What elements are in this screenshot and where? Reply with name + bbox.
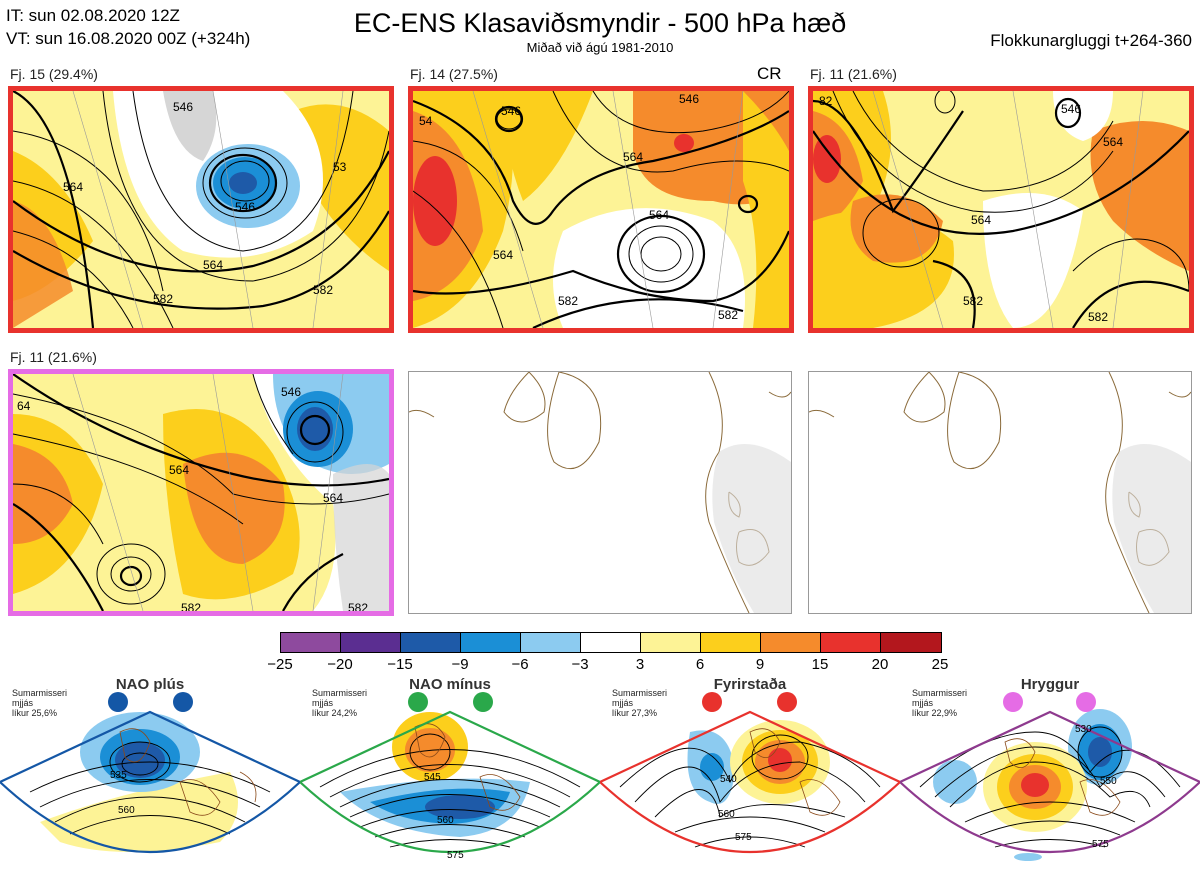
contour-label: 64 [17,399,31,413]
contour-label: 582 [153,292,173,306]
contour-label: 575 [447,850,464,861]
contour-label: 545 [424,772,441,783]
contour-label: 582 [1088,310,1108,324]
regime-indicator-dot [1003,692,1023,712]
page-subtitle: Miðað við ágú 1981-2010 [526,40,674,55]
contour-label: 54 [419,114,433,128]
colorbar-tick: −9 [451,656,469,673]
contour-label: 53 [333,160,347,174]
contour-label: 560 [118,805,135,816]
colorbar-tick: −6 [511,656,529,673]
contour-label: 530 [1075,724,1092,735]
regime-blocking[interactable]: 540 560 575 Fyrirstaða Sumarmisseri mjjás… [600,672,900,871]
contour-label: 564 [169,463,189,477]
contour-label: 546 [281,385,301,399]
contour-label: 546 [1061,102,1081,116]
colorbar-swatch [581,633,641,652]
cluster-map-6-empty [808,371,1192,614]
regime-description: Sumarmisseri mjjás líkur 24,2% [312,688,368,718]
init-time-label: IT: sun 02.08.2020 12Z [6,6,180,25]
regime-name: Fyrirstaða [713,676,787,693]
contour-label: 564 [493,248,513,262]
contour-label: 546 [235,200,255,214]
classification-window-label: Flokkunargluggi t+264-360 [990,31,1192,50]
regime-indicator-dot [408,692,428,712]
contour-label: 582 [313,283,333,297]
contour-label: 550 [1100,776,1117,787]
colorbar-swatch [821,633,881,652]
contour-label: 564 [971,213,991,227]
contour-label: 564 [63,180,83,194]
valid-time-label: VT: sun 16.08.2020 00Z (+324h) [6,29,251,48]
contour-label: 564 [623,150,643,164]
regime-name: NAO mínus [409,676,491,693]
panel-2-label: Fj. 14 (27.5%) [410,66,498,82]
cluster-map-2[interactable]: 546 546 564 564 564 582 582 54 [408,86,794,333]
contour-label: 575 [1092,839,1109,850]
colorbar-swatch [521,633,581,652]
panel-3-label: Fj. 11 (21.6%) [810,66,897,82]
colorbar-tick: 15 [811,656,829,673]
contour-label: 546 [679,92,699,106]
contour-label: 560 [718,809,735,820]
contour-label: 582 [963,294,983,308]
regime-ridge[interactable]: 530 550 575 Hryggur Sumarmisseri mjjás lík… [900,672,1200,871]
cluster-map-3[interactable]: 546 564 564 582 582 82 [808,86,1194,333]
contour-label: 564 [649,208,669,222]
colorbar-tick: −3 [571,656,589,673]
page-title: EC-ENS Klasaviðsmyndir - 500 hPa hæð [353,8,847,38]
colorbar-swatch [701,633,761,652]
colorbar-swatch [881,633,941,652]
cluster-map-4[interactable]: 546 564 564 582 582 64 [8,369,394,616]
regime-indicator-dot [702,692,722,712]
regime-description: Sumarmisseri mjjás líkur 27,3% [612,688,668,718]
colorbar-swatch [401,633,461,652]
contour-label: 582 [718,308,738,322]
regime-indicator-dot [173,692,193,712]
regime-description: Sumarmisseri mjjás líkur 22,9% [912,688,968,718]
regime-name: NAO plús [115,676,185,693]
colorbar-tick: −25 [267,656,293,673]
panel-4-label: Fj. 11 (21.6%) [10,349,97,365]
regime-indicator-dot [777,692,797,712]
contour-label: 82 [819,94,833,108]
contour-label: 564 [1103,135,1123,149]
contour-label: 546 [501,104,521,118]
colorbar-tick: −20 [327,656,353,673]
panel-1-label: Fj. 15 (29.4%) [10,66,98,82]
colorbar-tick: 25 [931,656,949,673]
colorbar-swatch [461,633,521,652]
anomaly-colorbar [280,632,942,653]
contour-label: 535 [110,770,127,781]
regime-nao-plus[interactable]: 535 560 NAO plús Sumarmisseri mjjás líkur … [0,672,300,871]
regime-indicator-dot [1076,692,1096,712]
colorbar-swatch [761,633,821,652]
cluster-map-1[interactable]: 546 546 564 564 582 582 53 [8,86,394,333]
colorbar-tick: 9 [755,656,765,673]
colorbar-tick: −15 [387,656,413,673]
colorbar-swatch [341,633,401,652]
panel-2-control-badge: CR [757,64,782,83]
contour-label: 546 [173,100,193,114]
contour-label: 582 [558,294,578,308]
contour-label: 582 [181,601,201,611]
colorbar-swatch [641,633,701,652]
regime-name: Hryggur [1020,676,1080,693]
colorbar-tick: 20 [871,656,889,673]
contour-label: 582 [348,601,368,611]
contour-label: 560 [437,815,454,826]
regime-indicator-dot [108,692,128,712]
colorbar-swatch [281,633,341,652]
contour-label: 575 [735,832,752,843]
colorbar-tick: 3 [635,656,645,673]
regime-indicator-dot [473,692,493,712]
regime-nao-minus[interactable]: 545 560 575 NAO mínus Sumarmisseri mjjás l… [300,672,600,871]
contour-label: 540 [720,774,737,785]
cluster-map-5-empty [408,371,792,614]
contour-label: 564 [323,491,343,505]
contour-label: 564 [203,258,223,272]
regime-description: Sumarmisseri mjjás líkur 25,6% [12,688,68,718]
colorbar-tick: 6 [695,656,705,673]
